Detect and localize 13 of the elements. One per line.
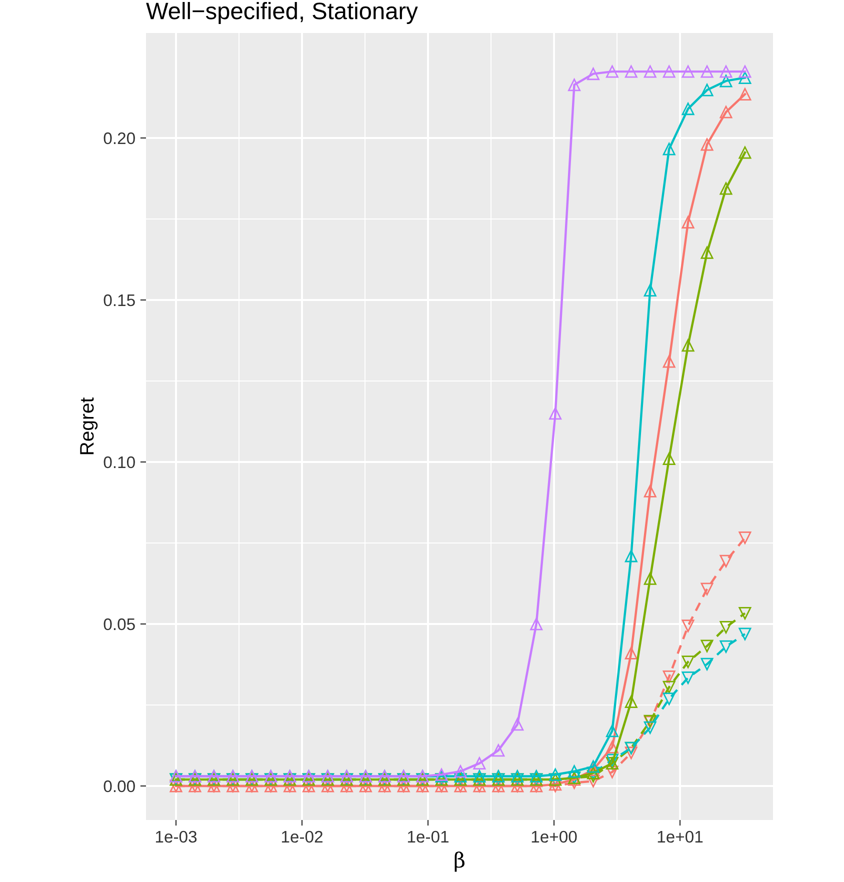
y-tick-label: 0.05 (104, 618, 135, 630)
y-tick-label: 0.20 (104, 132, 135, 144)
x-axis-title: β (454, 852, 464, 872)
chart-title: Well−specified, Stationary (146, 2, 418, 24)
y-tick-label: 0.10 (104, 456, 135, 468)
y-tick-label: 0.15 (104, 294, 135, 306)
x-tick-label: 1e-03 (156, 830, 197, 843)
y-tick-label: 0.00 (104, 780, 135, 792)
x-tick-label: 1e+00 (532, 830, 577, 843)
y-axis-title: Regret (80, 397, 98, 454)
x-tick-label: 1e-02 (282, 830, 322, 843)
x-tick-label: 1e-01 (408, 830, 449, 843)
x-tick-label: 1e+01 (658, 830, 703, 843)
